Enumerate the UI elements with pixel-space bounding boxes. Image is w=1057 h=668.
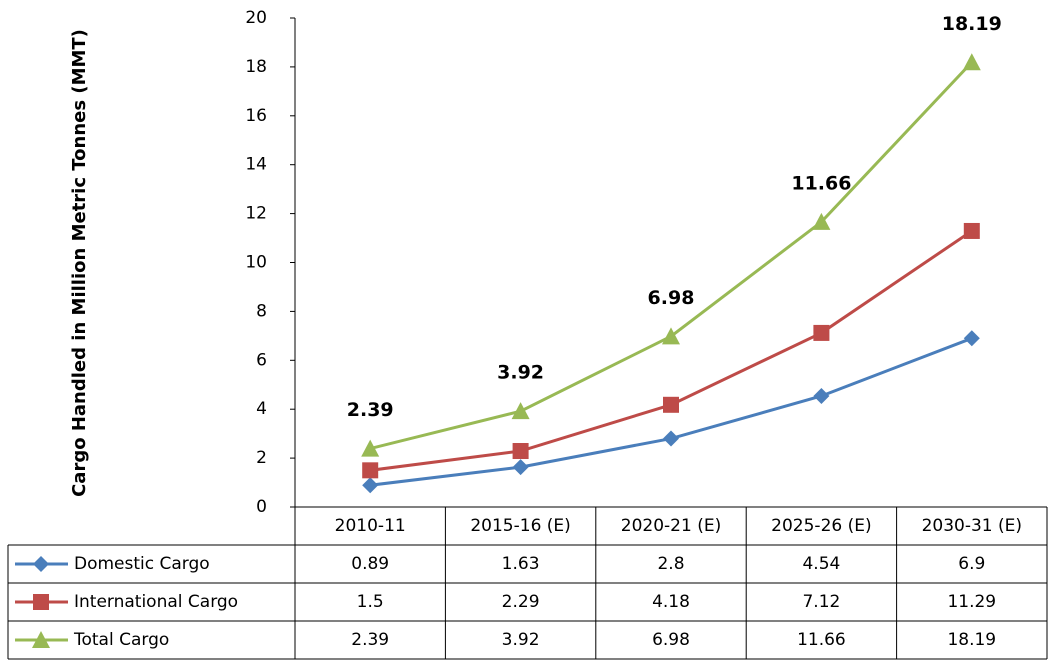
legend-label: Total Cargo [73,630,169,650]
marker [663,396,679,413]
data-label: 18.19 [942,13,1002,35]
legend-marker [32,631,50,648]
data-label: 11.66 [791,172,851,194]
table-cell: 6.98 [652,630,690,650]
table-cell: 18.19 [947,630,996,650]
series-line [369,61,973,451]
marker [962,53,981,71]
y-tick-label: 12 [245,204,267,224]
x-tick-label: 2020-21 (E) [621,516,721,536]
marker [511,402,530,420]
y-tick-label: 20 [245,8,267,28]
table-cell: 11.29 [947,592,996,612]
x-tick-label: 2025-26 (E) [771,516,871,536]
table-cell: 1.63 [502,554,540,574]
legend-marker [33,594,49,610]
data-label: 2.39 [347,399,394,421]
y-tick-label: 14 [245,155,267,175]
data-label: 6.98 [648,287,695,309]
legend-marker [33,556,49,572]
table-cell: 4.54 [802,554,840,574]
table-cell: 3.92 [502,630,540,650]
marker [963,330,980,347]
y-tick-label: 6 [256,350,267,370]
y-tick-label: 8 [256,301,267,321]
table-cell: 1.5 [357,592,384,612]
table-cell: 11.66 [797,630,846,650]
y-tick-label: 16 [245,106,267,126]
y-axis-label: Cargo Handled in Million Metric Tonnes (… [69,29,90,497]
marker [963,222,980,239]
y-tick-label: 2 [256,448,267,468]
y-tick-label: 4 [256,399,267,419]
table-cell: 2.8 [657,554,684,574]
marker [362,462,379,479]
marker [813,387,830,404]
x-tick-label: 2030-31 (E) [922,516,1022,536]
data-label: 3.92 [497,362,544,384]
x-tick-label: 2010-11 [335,516,406,536]
table-cell: 4.18 [652,592,690,612]
marker [812,212,831,230]
table-cell: 2.29 [502,592,540,612]
table-cell: 0.89 [351,554,389,574]
table-cell: 7.12 [802,592,840,612]
marker [662,327,680,345]
marker [361,439,380,457]
marker [663,430,679,447]
legend-label: International Cargo [74,592,238,612]
table-cell: 2.39 [351,630,389,650]
marker [813,324,830,341]
y-tick-label: 18 [245,57,267,77]
y-tick-label: 10 [245,253,267,273]
marker [512,459,529,476]
y-tick-label: 0 [256,497,267,517]
table-cell: 6.9 [958,554,985,574]
marker [362,477,379,494]
legend-label: Domestic Cargo [74,554,210,574]
marker [512,443,529,460]
x-tick-label: 2015-16 (E) [470,516,570,536]
